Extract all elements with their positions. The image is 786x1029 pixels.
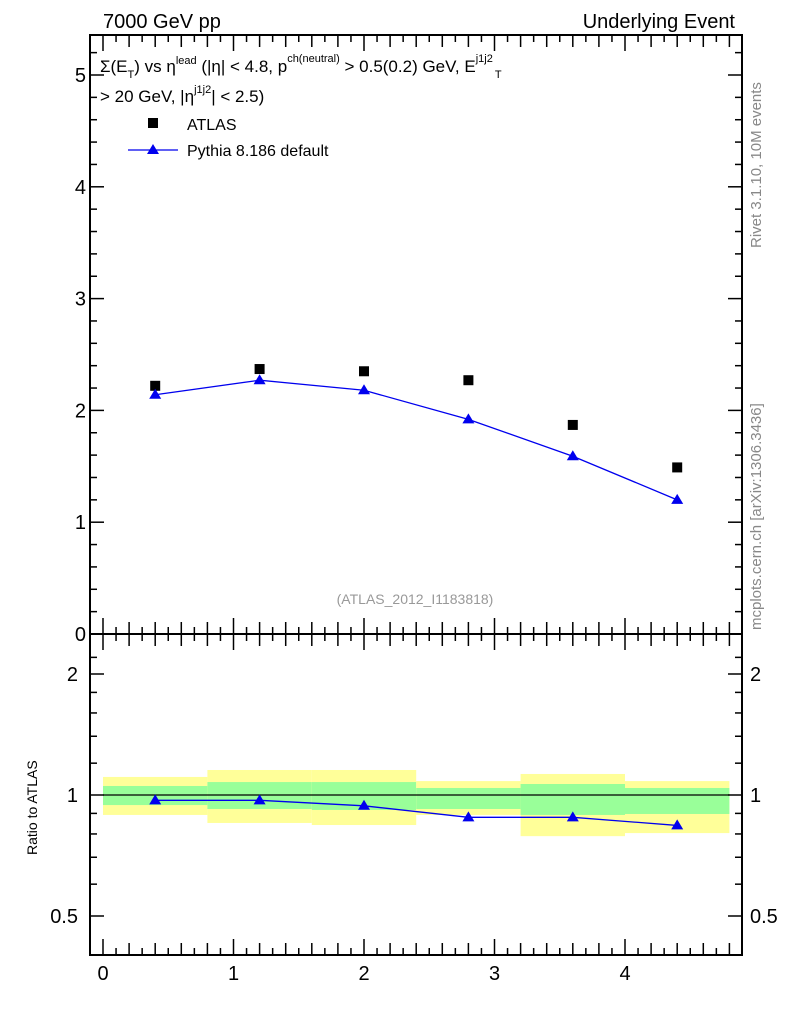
y-tick-label: 0 <box>75 624 86 646</box>
header-left: 7000 GeV pp <box>103 11 221 33</box>
ratio-line <box>155 799 678 827</box>
rivet-label: Rivet 3.1.10, 10M events <box>748 82 765 248</box>
atlas-point <box>150 380 161 391</box>
atlas-point <box>254 364 265 375</box>
ratio-y-tick-label-right: 0.5 <box>750 906 778 928</box>
pythia-point <box>566 450 579 461</box>
pythia-point <box>253 374 266 385</box>
y-tick-label: 5 <box>75 65 86 87</box>
y-tick-label: 4 <box>75 177 86 199</box>
band-green <box>625 787 730 814</box>
pythia-point <box>358 384 370 395</box>
ratio-point <box>671 819 684 830</box>
legend-label-pythia: Pythia 8.186 default <box>187 143 329 160</box>
x-tick-label: 0 <box>97 963 108 985</box>
atlas-point <box>672 462 683 473</box>
x-tick-label: 2 <box>358 963 369 985</box>
pythia-point <box>671 493 684 504</box>
ratio-point <box>358 799 370 810</box>
ratio-ylabel: Ratio to ATLAS <box>24 760 40 855</box>
ratio-point <box>253 794 266 805</box>
band-green <box>520 784 625 815</box>
ratio-y-tick-label-right: 1 <box>750 785 761 807</box>
ratio-y-tick-label-right: 2 <box>750 664 761 686</box>
data-marks <box>149 364 684 830</box>
ratio-point <box>149 794 162 805</box>
ratio-point <box>462 811 475 822</box>
legend: ATLAS Pythia 8.186 default <box>128 117 329 160</box>
analysis-id: (ATLAS_2012_I1183818) <box>337 591 494 607</box>
header-right: Underlying Event <box>583 11 736 33</box>
chart-title-line-2: > 20 GeV, |ηj1j2| < 2.5) <box>100 84 264 106</box>
atlas-point <box>463 375 474 386</box>
ratio-y-tick-label-left: 1 <box>67 785 78 807</box>
axis-ticks: 0 1 2 3 4 5 0.5 0.5 1 1 2 2 0 1 2 3 4 <box>50 35 778 985</box>
ratio-point <box>566 811 579 822</box>
ratio-y-tick-label-left: 0.5 <box>50 906 78 928</box>
atlas-point <box>567 419 578 430</box>
y-tick-label: 2 <box>75 400 86 422</box>
atlas-point <box>359 366 369 377</box>
x-tick-label: 3 <box>489 963 500 985</box>
uncertainty-bands <box>103 769 730 837</box>
pythia-line <box>155 379 678 501</box>
band-green <box>416 787 521 809</box>
chart-title-line-1: Σ(ET) vs ηlead (|η| < 4.8, pch(neutral) … <box>100 53 502 81</box>
mcplots-label: mcplots.cern.ch [arXiv:1306.3436] <box>748 403 765 630</box>
x-tick-label: 4 <box>619 963 630 985</box>
legend-marker-pythia <box>147 144 159 154</box>
pythia-point <box>462 413 475 424</box>
ratio-y-tick-label-left: 2 <box>67 664 78 686</box>
legend-label-atlas: ATLAS <box>187 117 237 134</box>
x-tick-label: 1 <box>228 963 239 985</box>
y-tick-label: 1 <box>75 512 86 534</box>
legend-marker-atlas <box>148 118 158 128</box>
y-tick-label: 3 <box>75 289 86 311</box>
pythia-point <box>149 388 162 399</box>
